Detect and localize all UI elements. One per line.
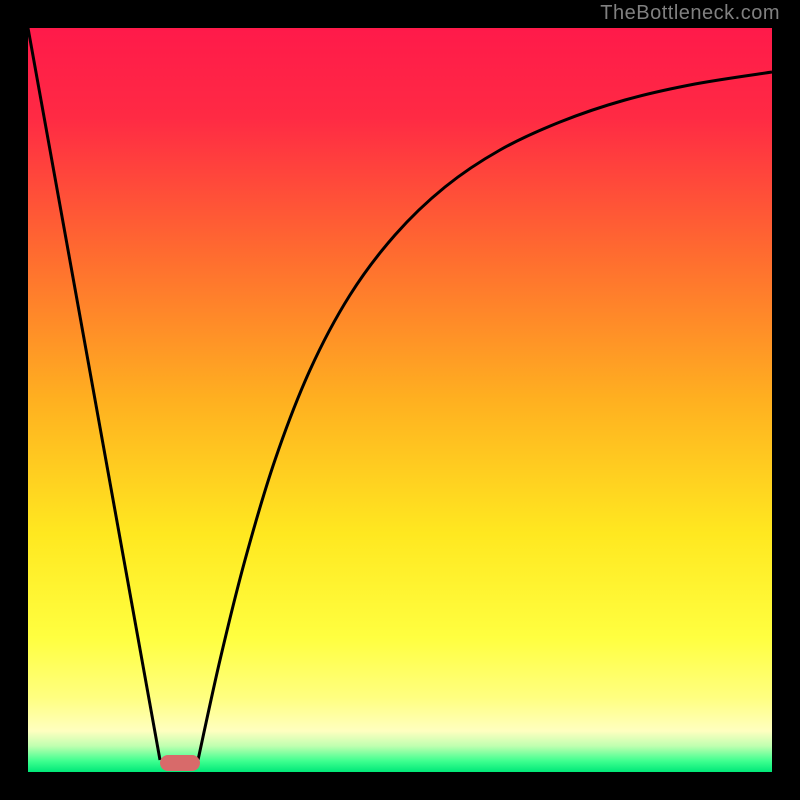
watermark-text: TheBottleneck.com <box>600 2 780 25</box>
bottleneck-chart <box>0 0 800 800</box>
chart-canvas <box>0 0 800 800</box>
